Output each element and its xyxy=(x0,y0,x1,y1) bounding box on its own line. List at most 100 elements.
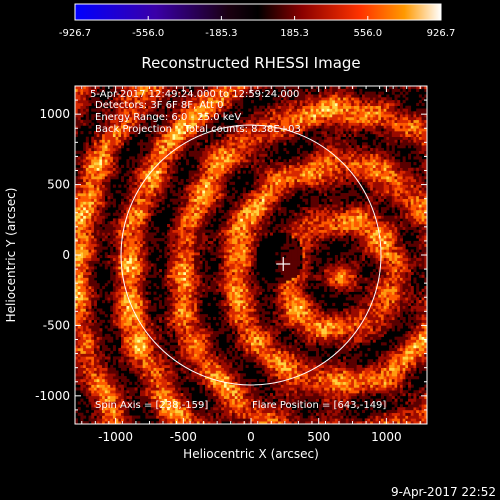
heatmap-cell xyxy=(99,229,103,233)
heatmap-cell xyxy=(131,325,135,329)
heatmap-cell xyxy=(88,359,92,363)
heatmap-cell xyxy=(186,260,190,264)
heatmap-cell xyxy=(80,255,84,259)
heatmap-cell xyxy=(123,353,127,357)
heatmap-cell xyxy=(196,274,200,278)
heatmap-cell xyxy=(177,384,181,388)
heatmap-cell xyxy=(99,333,103,337)
heatmap-cell xyxy=(115,331,119,335)
heatmap-cell xyxy=(164,339,168,343)
heatmap-cell xyxy=(75,246,79,250)
heatmap-cell xyxy=(191,373,195,377)
heatmap-cell xyxy=(158,390,162,394)
heatmap-cell xyxy=(83,207,87,211)
heatmap-cell xyxy=(142,201,146,205)
heatmap-cell xyxy=(145,108,149,112)
heatmap-cell xyxy=(112,266,116,270)
heatmap-cell xyxy=(112,164,116,168)
heatmap-cell xyxy=(107,178,111,183)
heatmap-cell xyxy=(115,373,119,377)
heatmap-cell xyxy=(102,187,106,191)
heatmap-cell xyxy=(148,181,152,185)
heatmap-cell xyxy=(207,181,211,185)
heatmap-cell xyxy=(80,378,84,383)
heatmap-cell xyxy=(121,297,125,301)
heatmap-cell xyxy=(180,86,184,90)
heatmap-cell xyxy=(77,316,81,321)
heatmap-cell xyxy=(183,91,187,95)
heatmap-cell xyxy=(91,378,95,383)
heatmap-cell xyxy=(96,359,100,363)
heatmap-cell xyxy=(139,86,143,90)
heatmap-cell xyxy=(142,336,146,340)
heatmap-cell xyxy=(183,136,187,140)
heatmap-cell xyxy=(142,125,146,129)
heatmap-cell xyxy=(121,212,125,216)
heatmap-cell xyxy=(191,232,195,236)
heatmap-cell xyxy=(194,260,198,264)
heatmap-cell xyxy=(191,283,195,287)
heatmap-cell xyxy=(104,105,108,109)
heatmap-cell xyxy=(131,418,135,422)
heatmap-cell xyxy=(96,393,100,397)
heatmap-cell xyxy=(112,252,116,256)
heatmap-cell xyxy=(188,246,192,250)
heatmap-cell xyxy=(148,319,152,323)
heatmap-cell xyxy=(96,232,100,236)
heatmap-cell xyxy=(121,342,125,346)
heatmap-cell xyxy=(137,255,141,259)
heatmap-cell xyxy=(191,418,195,422)
heatmap-cell xyxy=(156,378,160,383)
heatmap-cell xyxy=(194,418,198,422)
heatmap-cell xyxy=(126,345,130,349)
heatmap-cell xyxy=(158,398,162,402)
heatmap-cell xyxy=(180,353,184,357)
heatmap-cell xyxy=(85,178,89,183)
heatmap-cell xyxy=(83,300,87,304)
heatmap-cell xyxy=(156,387,160,391)
heatmap-cell xyxy=(75,291,79,295)
heatmap-cell xyxy=(83,415,87,419)
heatmap-cell xyxy=(96,105,100,109)
heatmap-cell xyxy=(99,350,103,354)
heatmap-cell xyxy=(104,125,108,129)
heatmap-cell xyxy=(112,153,116,157)
heatmap-cell xyxy=(202,114,206,118)
heatmap-cell xyxy=(80,300,84,304)
heatmap-cell xyxy=(167,288,171,292)
heatmap-cell xyxy=(180,105,184,109)
heatmap-cell xyxy=(80,390,84,394)
heatmap-cell xyxy=(204,269,208,273)
heatmap-cell xyxy=(204,362,208,366)
heatmap-cell xyxy=(191,243,195,247)
heatmap-cell xyxy=(129,226,133,230)
heatmap-cell xyxy=(148,195,152,199)
heatmap-cell xyxy=(204,336,208,340)
heatmap-cell xyxy=(112,176,116,180)
heatmap-cell xyxy=(107,229,111,233)
heatmap-cell xyxy=(110,294,114,298)
heatmap-cell xyxy=(191,308,195,312)
heatmap-cell xyxy=(177,421,181,424)
heatmap-cell xyxy=(123,257,127,261)
heatmap-cell xyxy=(123,243,127,247)
heatmap-cell xyxy=(110,291,114,295)
heatmap-cell xyxy=(175,257,179,261)
heatmap-cell xyxy=(194,170,198,174)
heatmap-cell xyxy=(142,97,146,101)
heatmap-cell xyxy=(207,207,211,211)
heatmap-cell xyxy=(91,170,95,174)
heatmap-cell xyxy=(188,409,192,414)
heatmap-cell xyxy=(161,395,165,399)
heatmap-cell xyxy=(188,277,192,281)
heatmap-cell xyxy=(148,108,152,112)
heatmap-cell xyxy=(180,252,184,256)
heatmap-cell xyxy=(104,291,108,295)
heatmap-cell xyxy=(202,240,206,245)
heatmap-cell xyxy=(93,339,97,343)
heatmap-cell xyxy=(123,277,127,281)
heatmap-cell xyxy=(196,91,200,95)
heatmap-cell xyxy=(186,333,190,337)
heatmap-cell xyxy=(112,116,116,121)
heatmap-cell xyxy=(142,283,146,287)
